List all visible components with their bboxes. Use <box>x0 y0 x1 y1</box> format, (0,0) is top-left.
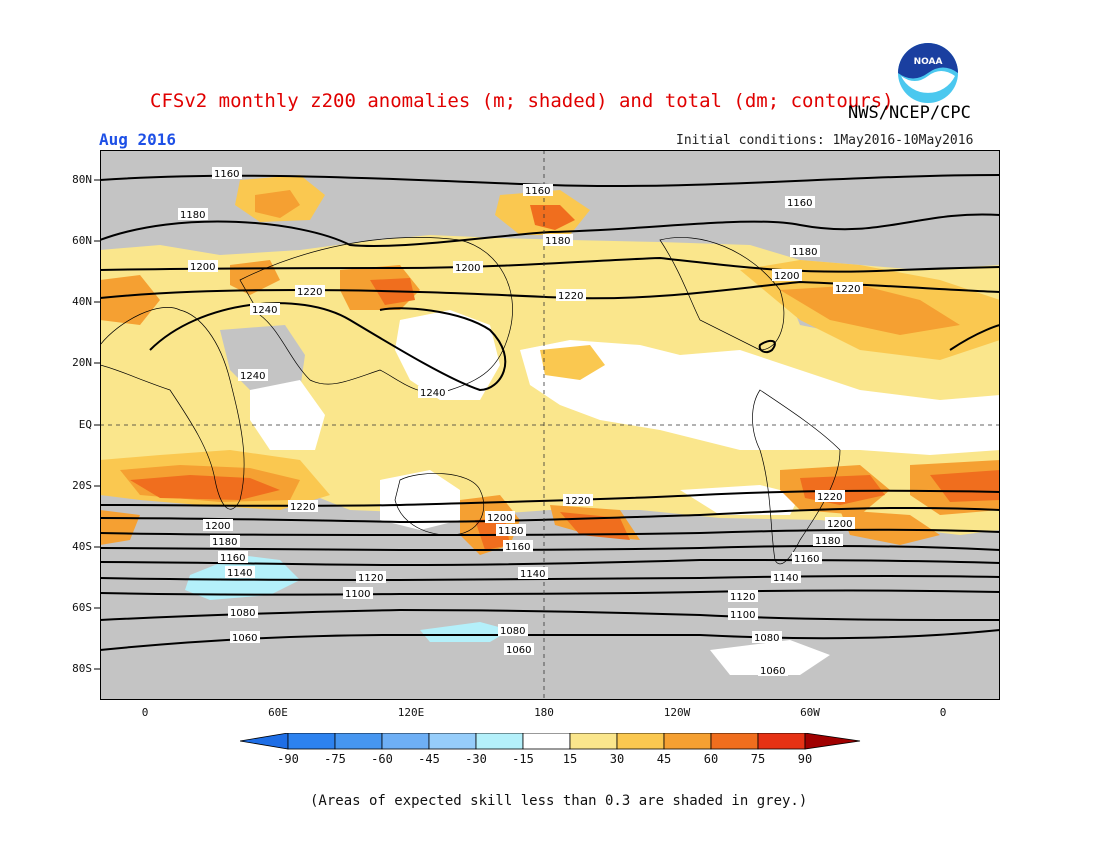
colorbar-segment <box>240 733 289 750</box>
contour-label: 1120 <box>730 592 755 603</box>
contour-label: 1180 <box>815 536 840 547</box>
contour-label: 1080 <box>230 608 255 619</box>
contour-label: 1220 <box>297 287 322 298</box>
contour-label: 1220 <box>290 502 315 513</box>
lat-ticks <box>94 179 100 670</box>
contour-label: 1180 <box>792 247 817 258</box>
contour-label: 1160 <box>214 169 239 180</box>
contour-label: 1140 <box>520 569 545 580</box>
agency-label: NWS/NCEP/CPC <box>848 103 971 123</box>
contour-label: 1100 <box>730 610 755 621</box>
colorbar-tick-label: 15 <box>562 752 578 766</box>
contour-label-group: 1160 1160 1160 1180 1180 1180 1200 1200 … <box>178 167 863 677</box>
contour-label: 1200 <box>205 521 230 532</box>
colorbar-segment <box>522 733 571 750</box>
colorbar-tick-label: -30 <box>465 752 487 766</box>
lat-label: 60N <box>72 234 92 247</box>
chart-title: CFSv2 monthly z200 anomalies (m; shaded)… <box>150 90 894 112</box>
contour-label: 1200 <box>487 513 512 524</box>
positive-anomaly-shading <box>100 175 1000 555</box>
contour-label: 1060 <box>506 645 531 656</box>
colorbar-segment <box>334 733 383 750</box>
contour-label: 1240 <box>252 305 277 316</box>
contour-label: 1200 <box>190 262 215 273</box>
valid-month-label: Aug 2016 <box>99 130 177 149</box>
colorbar-segment <box>287 733 336 750</box>
contour-label: 1140 <box>773 573 798 584</box>
skill-footnote: (Areas of expected skill less than 0.3 a… <box>310 793 808 809</box>
lat-label: 40N <box>72 295 92 308</box>
noaa-logo: NOAA <box>898 43 958 103</box>
contour-label: 1240 <box>420 388 445 399</box>
contour-label: 1180 <box>212 537 237 548</box>
contour-label: 1200 <box>827 519 852 530</box>
contour-label: 1220 <box>835 284 860 295</box>
contour-label: 1060 <box>760 666 785 677</box>
contour-label: 1160 <box>525 186 550 197</box>
colorbar-segment <box>381 733 430 750</box>
neutral-shading <box>250 310 1000 675</box>
colorbar-tick-label: 30 <box>609 752 625 766</box>
colorbar-segment <box>569 733 618 750</box>
contour-label: 1220 <box>558 291 583 302</box>
contour-label: 1160 <box>220 553 245 564</box>
contour-label: 1200 <box>455 263 480 274</box>
colorbar-tick-label: -15 <box>512 752 534 766</box>
lat-label: EQ <box>78 418 92 431</box>
colorbar <box>240 733 861 750</box>
contour-label: 1060 <box>232 633 257 644</box>
lon-label: 0 <box>141 706 149 719</box>
logo-text: NOAA <box>914 57 943 67</box>
lat-label: 20N <box>72 356 92 369</box>
coastlines <box>100 237 841 565</box>
colorbar-tick-label: -60 <box>371 752 393 766</box>
contour-label: 1200 <box>774 271 799 282</box>
contour-label: 1080 <box>500 626 525 637</box>
colorbar-tick-label: -75 <box>324 752 346 766</box>
lon-label: 180 <box>534 706 554 719</box>
colorbar-segment <box>804 733 861 750</box>
contour-label: 1160 <box>505 542 530 553</box>
lon-label: 120W <box>663 706 691 719</box>
colorbar-segment <box>616 733 665 750</box>
colorbar-tick-label: 90 <box>797 752 813 766</box>
contour-label: 1140 <box>227 568 252 579</box>
colorbar-tick-label: -45 <box>418 752 440 766</box>
colorbar-segment <box>428 733 477 750</box>
contour-label: 1180 <box>498 526 523 537</box>
map-plot: 1160 1160 1160 1180 1180 1180 1200 1200 … <box>100 150 1000 700</box>
colorbar-segment <box>663 733 712 750</box>
lat-label: 40S <box>72 540 92 553</box>
lat-label: 80S <box>72 662 92 675</box>
lon-label: 60W <box>800 706 820 719</box>
colorbar-segment <box>710 733 759 750</box>
contour-label: 1220 <box>817 492 842 503</box>
contour-label: 1160 <box>794 554 819 565</box>
colorbar-tick-label: -90 <box>277 752 299 766</box>
colorbar-tick-label: 60 <box>703 752 719 766</box>
contour-label: 1100 <box>345 589 370 600</box>
contour-label: 1180 <box>545 236 570 247</box>
colorbar-segment <box>757 733 806 750</box>
contour-label: 1080 <box>754 633 779 644</box>
colorbar-tick-label: 45 <box>656 752 672 766</box>
contour-label: 1220 <box>565 496 590 507</box>
lon-label: 60E <box>268 706 288 719</box>
lat-label: 20S <box>72 479 92 492</box>
contour-label: 1160 <box>787 198 812 209</box>
contour-label: 1120 <box>358 573 383 584</box>
contour-label: 1240 <box>240 371 265 382</box>
colorbar-tick-label: 75 <box>750 752 766 766</box>
lon-label: 0 <box>939 706 947 719</box>
contour-label: 1180 <box>180 210 205 221</box>
lat-label: 80N <box>72 173 92 186</box>
lat-label: 60S <box>72 601 92 614</box>
initial-conditions-label: Initial conditions: 1May2016-10May2016 <box>676 133 974 148</box>
lon-label: 120E <box>397 706 425 719</box>
colorbar-segment <box>475 733 524 750</box>
